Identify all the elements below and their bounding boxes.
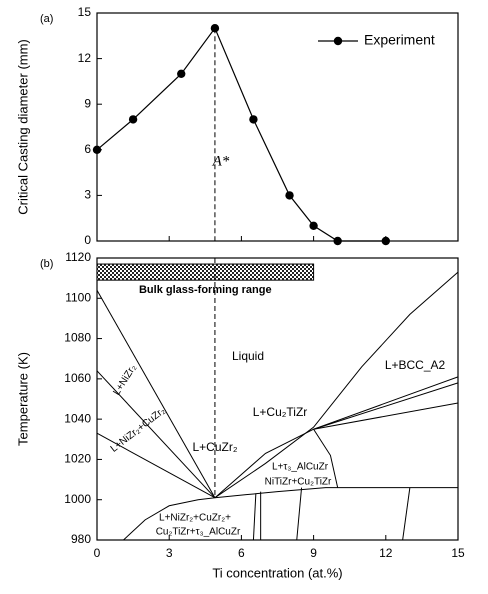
series-line xyxy=(296,487,303,541)
series-line xyxy=(214,271,459,499)
reference-label: A* xyxy=(212,153,230,169)
region-label: L+NiZr₂+CuZr₂+ xyxy=(159,513,231,524)
y-axis-label: Critical Casting diameter (mm) xyxy=(15,39,30,215)
x-axis-label: Ti concentration (at.%) xyxy=(212,565,342,580)
region-label: L+NiZr₂+CuZr₂ xyxy=(109,405,168,454)
series-line xyxy=(313,428,339,488)
series-line xyxy=(96,289,216,498)
y-tick-label: 1020 xyxy=(64,452,91,466)
plot-frame xyxy=(96,12,459,242)
series-line xyxy=(252,493,257,541)
x-tick-label: 9 xyxy=(310,546,317,560)
series-line xyxy=(96,432,216,499)
legend-label: Experiment xyxy=(364,32,435,48)
data-point xyxy=(309,221,318,230)
data-point xyxy=(128,115,138,124)
data-point xyxy=(285,191,294,200)
data-point xyxy=(210,24,220,33)
data-point xyxy=(92,145,102,154)
glass-range xyxy=(96,263,315,281)
series-line xyxy=(96,26,386,242)
y-tick-label: 1060 xyxy=(64,371,91,385)
series-line xyxy=(402,487,411,541)
y-tick-label: 1000 xyxy=(64,492,91,506)
x-tick-label: 3 xyxy=(166,546,173,560)
panel-label: (b) xyxy=(40,258,53,270)
x-tick-label: 15 xyxy=(451,546,465,560)
y-tick-label: 0 xyxy=(84,233,91,247)
y-tick-label: 1120 xyxy=(65,250,91,264)
series-line xyxy=(123,487,458,541)
data-point xyxy=(177,69,186,79)
y-tick-label: 6 xyxy=(84,142,91,156)
plot-frame xyxy=(96,257,459,541)
y-tick-label: 1080 xyxy=(64,331,91,345)
region-label: NiTiZr+Cu₂TiZr xyxy=(265,477,332,488)
region-label: Liquid xyxy=(232,349,264,363)
data-point xyxy=(249,115,258,124)
series-line xyxy=(313,402,459,430)
y-tick-label: 3 xyxy=(84,188,91,202)
panel-label: (a) xyxy=(40,13,53,25)
x-tick-label: 6 xyxy=(238,546,245,560)
data-point xyxy=(381,236,390,246)
x-tick-label: 0 xyxy=(94,546,101,560)
region-label: L+τ₃_AlCuZr xyxy=(272,462,329,473)
data-point xyxy=(333,236,342,246)
y-tick-label: 12 xyxy=(78,51,92,65)
y-tick-label: 980 xyxy=(71,532,91,546)
series-line xyxy=(96,370,216,499)
series-line xyxy=(313,382,459,430)
region-label: Cu₂TiZr+τ₃_AlCuZr xyxy=(156,527,241,538)
region-label: L+Cu₂TiZr xyxy=(253,405,308,419)
y-axis-label: Temperature (K) xyxy=(15,352,30,446)
y-tick-label: 1040 xyxy=(64,411,91,425)
y-tick-label: 9 xyxy=(84,96,91,110)
series-line xyxy=(214,376,459,499)
region-label: L+BCC_A2 xyxy=(385,358,446,372)
y-tick-label: 1100 xyxy=(65,290,91,304)
region-label: L+NiZr₂ xyxy=(111,363,138,398)
x-tick-label: 12 xyxy=(379,546,393,560)
legend-marker xyxy=(333,36,343,46)
region-label: L+CuZr₂ xyxy=(192,440,237,454)
y-tick-label: 15 xyxy=(78,5,92,19)
band-label: Bulk glass-forming range xyxy=(139,284,272,296)
